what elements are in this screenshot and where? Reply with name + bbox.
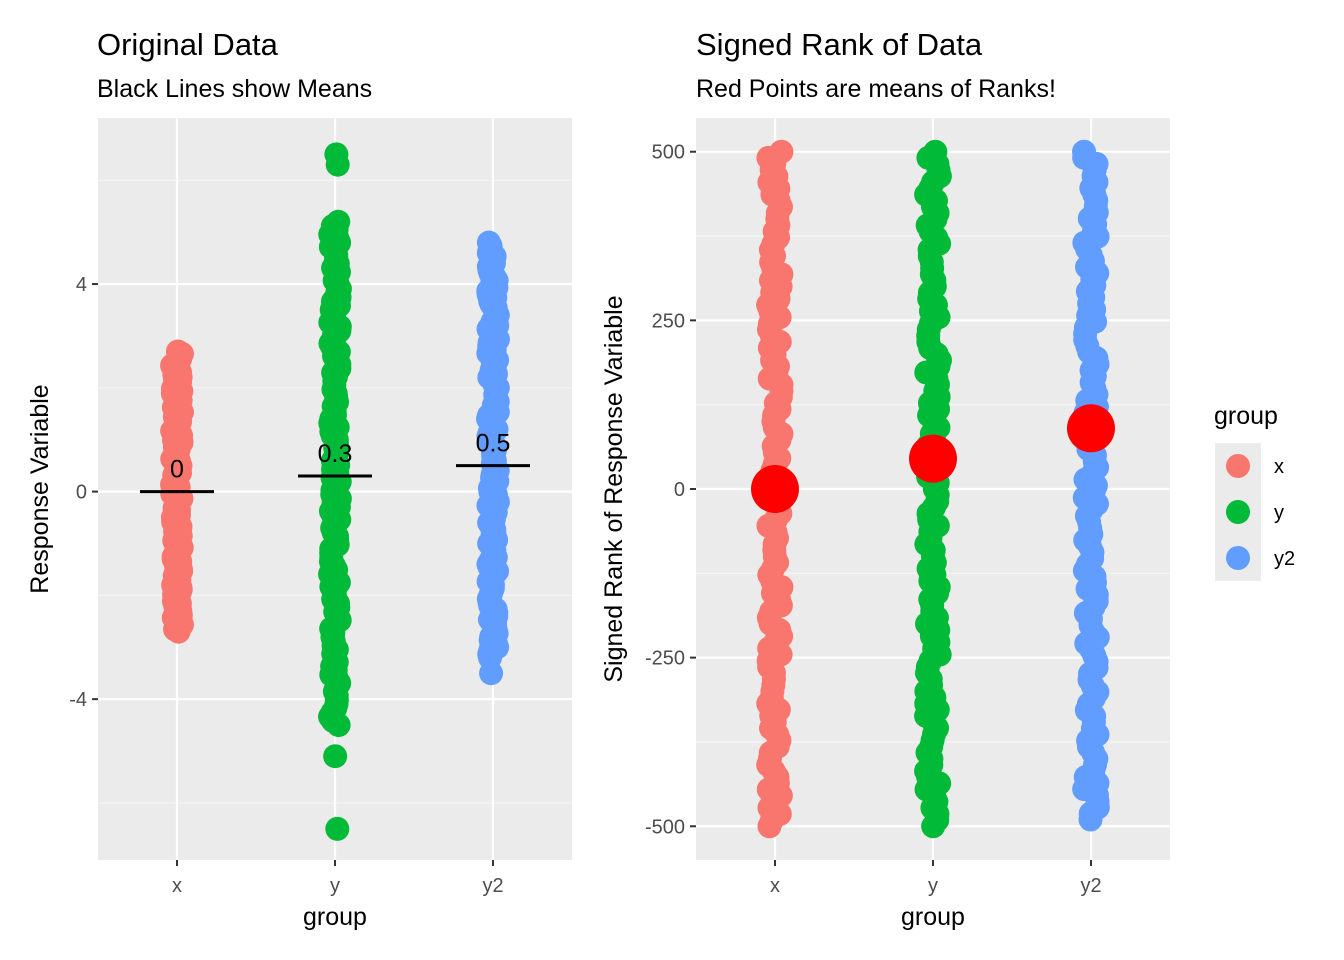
legend-key <box>1226 454 1250 478</box>
panel-title: Original Data <box>97 27 279 62</box>
data-point-outlier <box>323 744 348 769</box>
x-axis-title: group <box>901 903 965 931</box>
x-tick-label: y2 <box>482 875 503 897</box>
y-tick-label: 250 <box>652 310 685 332</box>
y-axis-title: Response Variable <box>26 384 54 593</box>
series-y <box>318 142 352 841</box>
legend-label: y2 <box>1274 548 1295 570</box>
y-tick-label: 0 <box>674 479 685 501</box>
mean-rank-point <box>1067 404 1115 453</box>
mean-label: 0 <box>170 456 184 484</box>
data-layer <box>751 139 1115 839</box>
data-point <box>923 139 948 164</box>
x-tick-label: x <box>770 875 780 897</box>
data-point-outlier <box>325 152 350 177</box>
data-point <box>476 230 501 255</box>
legend-title: group <box>1214 402 1278 430</box>
mean-label: 0.3 <box>318 440 353 468</box>
legend: group x y y2 <box>1214 402 1295 581</box>
data-point <box>165 339 190 364</box>
x-tick-label: y2 <box>1080 875 1101 897</box>
legend-key <box>1226 500 1250 524</box>
data-point <box>326 209 351 234</box>
x-tick-label: x <box>172 875 182 897</box>
legend-label: x <box>1274 456 1284 478</box>
y-tick-label: 4 <box>76 274 87 296</box>
panel-2: Signed Rank of Data Red Points are means … <box>600 27 1170 931</box>
legend-label: y <box>1274 502 1284 524</box>
y-tick-label: -250 <box>645 648 685 670</box>
mean-rank-point <box>751 465 799 513</box>
y-tick-label: 0 <box>76 482 87 504</box>
data-point <box>769 139 794 164</box>
y-tick-label: 500 <box>652 142 685 164</box>
panel-title: Signed Rank of Data <box>696 27 983 62</box>
series-y2 <box>476 230 510 686</box>
x-tick-label: y <box>928 875 938 897</box>
mean-label: 0.5 <box>476 430 511 458</box>
series-y2 <box>1072 139 1110 832</box>
series-x <box>756 139 794 839</box>
y-tick-label: -4 <box>69 689 87 711</box>
panel-subtitle: Black Lines show Means <box>97 75 372 103</box>
data-point-outlier <box>479 661 504 686</box>
x-tick-label: y <box>330 875 340 897</box>
legend-key <box>1226 546 1250 570</box>
data-layer: 0 0.3 0.5 <box>140 142 530 841</box>
mean-rank-point <box>909 434 957 483</box>
panel-1: Original Data Black Lines show Means -4 0 4 x… <box>26 27 572 931</box>
panel-subtitle: Red Points are means of Ranks! <box>696 75 1056 103</box>
data-point <box>1072 139 1097 164</box>
y-axis-title: Signed Rank of Response Variable <box>600 295 628 682</box>
data-point-outlier <box>325 816 350 841</box>
y-tick-label: -500 <box>645 816 685 838</box>
x-axis-title: group <box>303 903 367 931</box>
